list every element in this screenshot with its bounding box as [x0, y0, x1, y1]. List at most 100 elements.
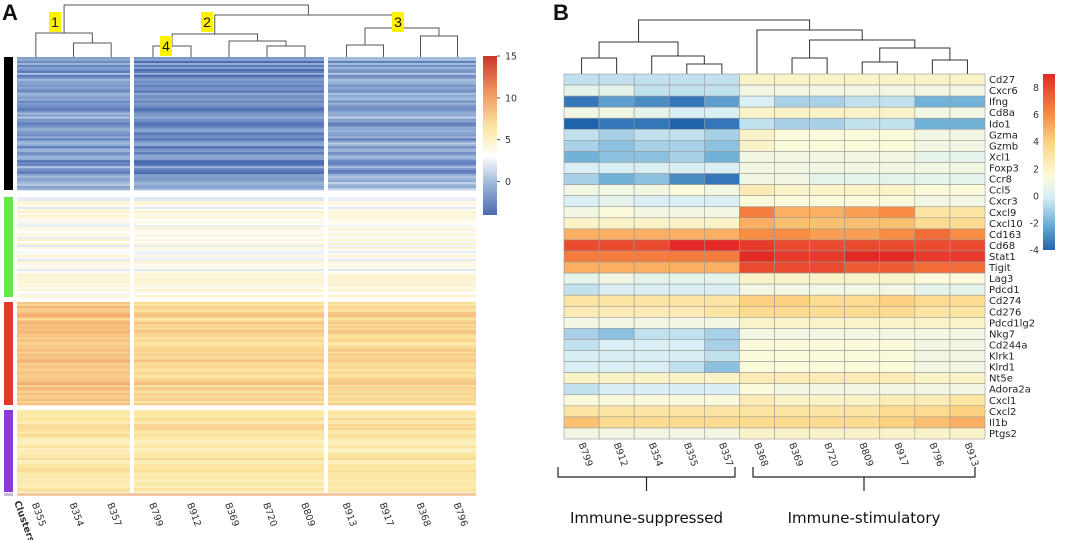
- heatmap-row-cell: [134, 325, 324, 329]
- heatmap-cell: [704, 427, 740, 440]
- heatmap-row-cell: [328, 160, 476, 163]
- heatmap-cell: [879, 305, 916, 318]
- heatmap-cell: [704, 106, 740, 119]
- heatmap-cell: [704, 272, 740, 285]
- heatmap-cell: [739, 272, 775, 285]
- heatmap-row-cell: [17, 239, 130, 242]
- heatmap-cell: [633, 106, 670, 119]
- heatmap-row-cell: [328, 476, 476, 479]
- heatmap-row-cell: [328, 116, 476, 119]
- heatmap-cell: [774, 305, 810, 318]
- heatmap-cell: [879, 328, 916, 340]
- heatmap-cell: [949, 339, 986, 351]
- heatmap-cell: [739, 95, 775, 108]
- heatmap-row-cell: [328, 305, 476, 309]
- heatmap-cell: [914, 195, 951, 208]
- heatmap-cell: [633, 117, 670, 130]
- heatmap-row-cell: [134, 464, 324, 467]
- heatmap-row-cell: [134, 231, 324, 234]
- heatmap-row-cell: [134, 389, 324, 392]
- heatmap-row-cell: [134, 229, 324, 232]
- heatmap-cell: [598, 383, 635, 396]
- heatmap-cell: [914, 405, 951, 418]
- heatmap-row-cell: [134, 118, 324, 121]
- heatmap-cell: [879, 228, 916, 241]
- heatmap-row-cell: [134, 486, 324, 489]
- heatmap-row-cell: [134, 277, 324, 280]
- heatmap-cell: [739, 151, 775, 163]
- heatmap-cell: [844, 261, 881, 274]
- cluster-tag-label: 4: [162, 38, 170, 54]
- heatmap-row-cell: [17, 373, 130, 376]
- heatmap-row-cell: [328, 134, 476, 137]
- heatmap-cell: [563, 106, 600, 119]
- heatmap-cell: [668, 184, 705, 196]
- heatmap-row-cell: [134, 345, 324, 348]
- heatmap-row-cell: [328, 168, 476, 171]
- heatmap-row-cell: [328, 219, 476, 222]
- heatmap-cell: [809, 95, 845, 108]
- heatmap-cell: [914, 184, 951, 196]
- heatmap-cell: [739, 383, 775, 396]
- heatmap-row-cell: [17, 478, 130, 481]
- heatmap-cell: [563, 151, 600, 163]
- heatmap-cell: [563, 317, 600, 329]
- heatmap-cell: [563, 405, 600, 418]
- heatmap-row-cell: [134, 347, 324, 350]
- heatmap-cell: [633, 84, 670, 97]
- heatmap-row-cell: [17, 233, 130, 236]
- heatmap-row-cell: [328, 351, 476, 354]
- heatmap-cell: [704, 339, 740, 351]
- heatmap-row-cell: [328, 273, 476, 276]
- heatmap-row-cell: [17, 428, 130, 431]
- heatmap-cell: [668, 84, 705, 97]
- heatmap-cell: [809, 162, 845, 174]
- heatmap-row-cell: [328, 132, 476, 135]
- heatmap-row-cell: [328, 458, 476, 461]
- heatmap-cell: [774, 140, 810, 152]
- heatmap-row-cell: [134, 450, 324, 453]
- heatmap-row-cell: [17, 152, 130, 155]
- heatmap-cell: [844, 106, 881, 119]
- heatmap-row-cell: [328, 331, 476, 334]
- heatmap-row-cell: [328, 182, 476, 185]
- heatmap-cell: [633, 173, 670, 185]
- heatmap-cell: [598, 184, 635, 196]
- heatmap-row-cell: [17, 110, 130, 113]
- heatmap-row-cell: [328, 341, 476, 344]
- heatmap-row-cell: [17, 418, 130, 421]
- heatmap-cell: [914, 272, 951, 285]
- heatmap-row-cell: [17, 302, 130, 305]
- heatmap-row-cell: [17, 144, 130, 147]
- heatmap-cell: [949, 95, 986, 108]
- heatmap-row-cell: [328, 474, 476, 477]
- heatmap-row-cell: [17, 426, 130, 429]
- heatmap-row-cell: [134, 172, 324, 175]
- heatmap-row-cell: [17, 277, 130, 280]
- heatmap-cell: [844, 184, 881, 196]
- heatmap-cell: [739, 328, 775, 340]
- heatmap-cell: [598, 305, 635, 318]
- heatmap-row-cell: [328, 94, 476, 98]
- heatmap-row-cell: [328, 383, 476, 386]
- heatmap-row-cell: [134, 168, 324, 171]
- heatmap-row-cell: [17, 211, 130, 214]
- heatmap-row-cell: [17, 486, 130, 489]
- colorbar-a-tick-label: 5: [505, 135, 511, 146]
- sample-label: B809: [298, 501, 317, 528]
- heatmap-row-cell: [17, 184, 130, 187]
- heatmap-row-cell: [134, 285, 324, 288]
- heatmap-row-cell: [134, 122, 324, 125]
- heatmap-row-cell: [328, 124, 476, 127]
- heatmap-cell: [633, 328, 670, 340]
- heatmap-row-cell: [134, 454, 324, 457]
- heatmap-cell: [774, 405, 810, 418]
- heatmap-row-cell: [134, 217, 324, 220]
- heatmap-cell: [809, 106, 845, 119]
- heatmap-row-cell: [328, 456, 476, 459]
- heatmap-cell: [668, 405, 705, 418]
- heatmap-row-cell: [17, 245, 130, 248]
- heatmap-cell: [739, 294, 775, 307]
- heatmap-cell: [809, 73, 845, 86]
- heatmap-row-cell: [134, 263, 324, 266]
